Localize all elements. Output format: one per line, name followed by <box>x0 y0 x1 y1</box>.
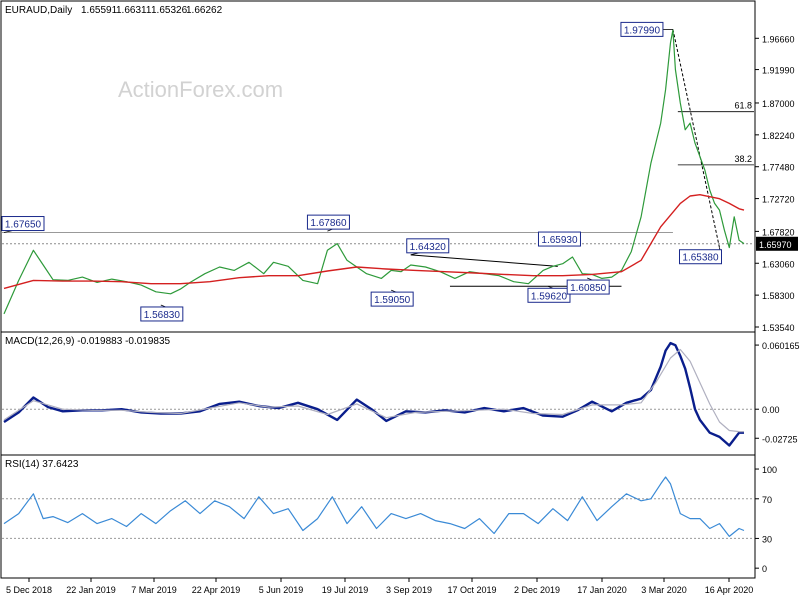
price-header-open: 1.65591 <box>81 5 118 16</box>
annotation-box <box>527 287 571 303</box>
annotation-label: 1.59050 <box>374 295 411 306</box>
y-tick-label: 100 <box>762 465 777 475</box>
fib-level-label: 61.8 <box>734 101 752 111</box>
y-tick-label: 1.58300 <box>762 291 795 301</box>
x-tick-label: 17 Jan 2020 <box>577 585 627 595</box>
price-header-low: 1.65326 <box>151 5 188 16</box>
y-tick-label: 0 <box>762 564 767 574</box>
trendline <box>410 254 558 267</box>
price-series <box>3 29 745 315</box>
macd-panel <box>0 331 756 456</box>
annotation-box <box>566 279 610 295</box>
x-tick-label: 22 Jan 2019 <box>66 585 116 595</box>
x-tick-label: 7 Mar 2019 <box>131 585 177 595</box>
price-annotations: 1.67650 1.56830 1.67860 1.59050 1.64320 1.596… <box>1 21 722 322</box>
rsi-header: RSI(14) 37.6423 <box>5 459 79 470</box>
rsi-series <box>3 476 745 538</box>
y-tick-label: 1.91990 <box>762 66 795 76</box>
annotation-label: 1.67650 <box>5 220 42 231</box>
annotation-box <box>306 214 350 230</box>
x-axis-labels: 5 Dec 2018 22 Jan 2019 7 Mar 2019 22 Apr 20… <box>6 578 753 595</box>
x-tick-label: 5 Jun 2019 <box>259 585 304 595</box>
macd-series <box>3 341 744 447</box>
y-tick-label: 0.060165 <box>762 341 800 351</box>
y-tick-label: 1.67820 <box>762 227 795 237</box>
rsi-line <box>3 476 745 538</box>
annotation-label: 1.60850 <box>570 283 607 294</box>
y-tick-label: 1.53540 <box>762 323 795 333</box>
signal-line <box>3 348 744 433</box>
y-tick-label: -0.02725 <box>762 434 798 444</box>
annotation-label: 1.56830 <box>144 310 181 321</box>
watermark: ActionForex.com <box>118 77 283 102</box>
y-tick-label: 30 <box>762 534 772 544</box>
projection-line <box>672 29 720 248</box>
y-tick-label: 1.77480 <box>762 163 795 173</box>
annotation-box <box>140 306 184 322</box>
y-tick-label: 1.87000 <box>762 99 795 109</box>
y-tick-label: 1.63060 <box>762 259 795 269</box>
x-tick-label: 3 Sep 2019 <box>386 585 432 595</box>
price-header-high: 1.66311 <box>116 5 152 16</box>
current-price-marker <box>756 236 798 251</box>
price-header-symbol: EURAUD,Daily <box>5 5 72 16</box>
x-tick-label: 22 Apr 2019 <box>192 585 241 595</box>
annotation-box <box>1 216 45 232</box>
y-axis-labels: 1.96660 1.91990 1.87000 1.82240 1.77480 1.727… <box>755 34 800 574</box>
annotation-box <box>406 238 450 254</box>
y-tick-label: 1.96660 <box>762 34 795 44</box>
moving-average-line <box>3 193 745 290</box>
annotation-label: 1.65380 <box>682 253 719 264</box>
current-price-label: 1.65970 <box>759 240 792 250</box>
price-panel <box>0 0 756 333</box>
annotation-box <box>370 291 414 307</box>
price-header-close: 1.66262 <box>186 5 223 16</box>
x-tick-label: 3 Mar 2020 <box>641 585 687 595</box>
x-tick-label: 5 Dec 2018 <box>6 585 52 595</box>
y-tick-label: 1.72720 <box>762 195 795 205</box>
fib-level-label: 38.2 <box>734 154 752 164</box>
y-tick-label: 0.00 <box>762 405 780 415</box>
annotation-box <box>620 21 664 37</box>
y-tick-label: 1.82240 <box>762 131 795 141</box>
annotation-box <box>537 231 581 247</box>
x-tick-label: 2 Dec 2019 <box>514 585 560 595</box>
x-tick-label: 19 Jul 2019 <box>322 585 369 595</box>
rsi-panel <box>0 454 756 579</box>
annotation-label: 1.97990 <box>624 25 661 36</box>
annotation-label: 1.67860 <box>310 218 347 229</box>
y-tick-label: 70 <box>762 495 772 505</box>
macd-header: MACD(12,26,9) -0.019883 -0.019835 <box>5 336 171 347</box>
annotation-box <box>678 249 722 265</box>
x-tick-label: 16 Apr 2020 <box>705 585 754 595</box>
x-tick-label: 17 Oct 2019 <box>447 585 496 595</box>
annotation-label: 1.59620 <box>531 291 568 302</box>
annotation-label: 1.64320 <box>410 242 447 253</box>
annotation-label: 1.65930 <box>541 235 578 246</box>
price-reference-lines: 61.8 38.2 <box>2 29 754 539</box>
